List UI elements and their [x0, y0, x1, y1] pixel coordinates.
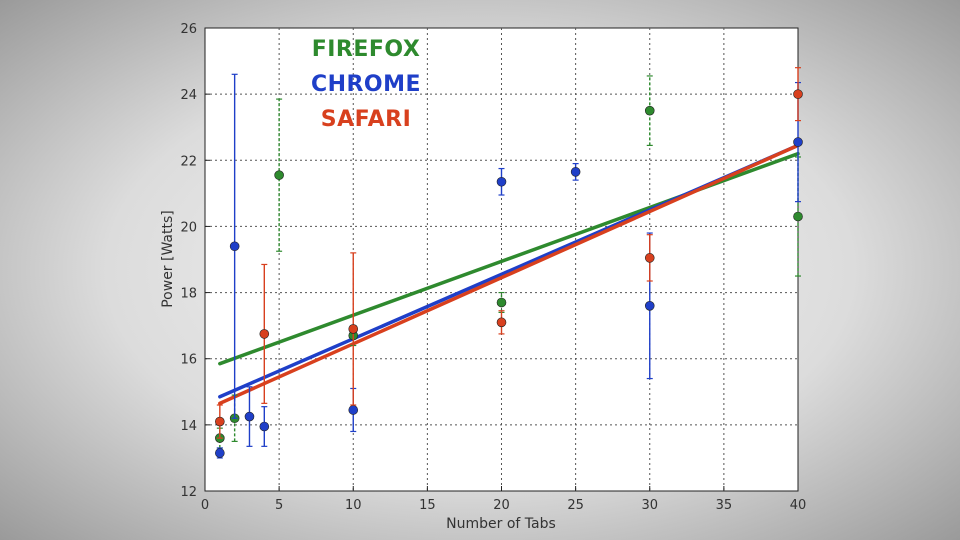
y-tick-label: 16 [180, 353, 197, 368]
chrome-point [229, 241, 240, 252]
x-tick-label: 20 [493, 498, 510, 513]
x-tick-label: 35 [716, 498, 733, 513]
y-tick-label: 24 [180, 88, 197, 103]
chrome-point [793, 137, 803, 147]
legend-firefox: FIREFOX [312, 37, 421, 62]
firefox-point [496, 297, 507, 308]
safari-point [348, 324, 359, 334]
y-tick-label: 20 [180, 220, 197, 235]
y-axis-label: Power [Watts] [160, 210, 176, 308]
chrome-point [496, 176, 507, 187]
x-tick-label: 40 [790, 498, 807, 513]
chrome-point [348, 405, 359, 415]
x-tick-label: 25 [567, 498, 584, 513]
y-tick-label: 18 [180, 287, 197, 302]
firefox-point [793, 211, 803, 222]
chrome-point [259, 421, 270, 432]
y-tick-label: 26 [180, 22, 197, 37]
x-tick-label: 30 [641, 498, 658, 513]
firefox-point [644, 105, 655, 116]
x-tick-label: 5 [275, 498, 283, 513]
legend-safari: SAFARI [321, 107, 412, 132]
firefox-point [274, 170, 284, 180]
y-tick-label: 22 [180, 154, 197, 169]
x-tick-label: 10 [345, 498, 362, 513]
safari-point [496, 317, 507, 328]
ticks: 0 5 10 15 20 25 30 35 40 12 14 16 18 20 22 24 26 [180, 22, 806, 513]
chrome-point [644, 300, 655, 311]
chrome-point [570, 167, 581, 177]
x-tick-label: 0 [201, 498, 209, 513]
legend-chrome: CHROME [311, 72, 421, 97]
x-tick-label: 15 [419, 498, 436, 513]
safari-point [215, 416, 225, 427]
safari-fit-line [218, 143, 800, 406]
safari-point [644, 253, 655, 263]
x-axis-label: Number of Tabs [446, 516, 556, 532]
chrome-point [244, 411, 255, 422]
data-points [215, 67, 803, 459]
legend: FIREFOX CHROME SAFARI [311, 37, 421, 132]
y-tick-label: 14 [180, 419, 197, 434]
safari-point [259, 329, 270, 339]
chrome-point [215, 448, 225, 458]
y-tick-label: 12 [180, 485, 197, 500]
safari-point [793, 89, 803, 99]
fit-lines [218, 143, 800, 406]
